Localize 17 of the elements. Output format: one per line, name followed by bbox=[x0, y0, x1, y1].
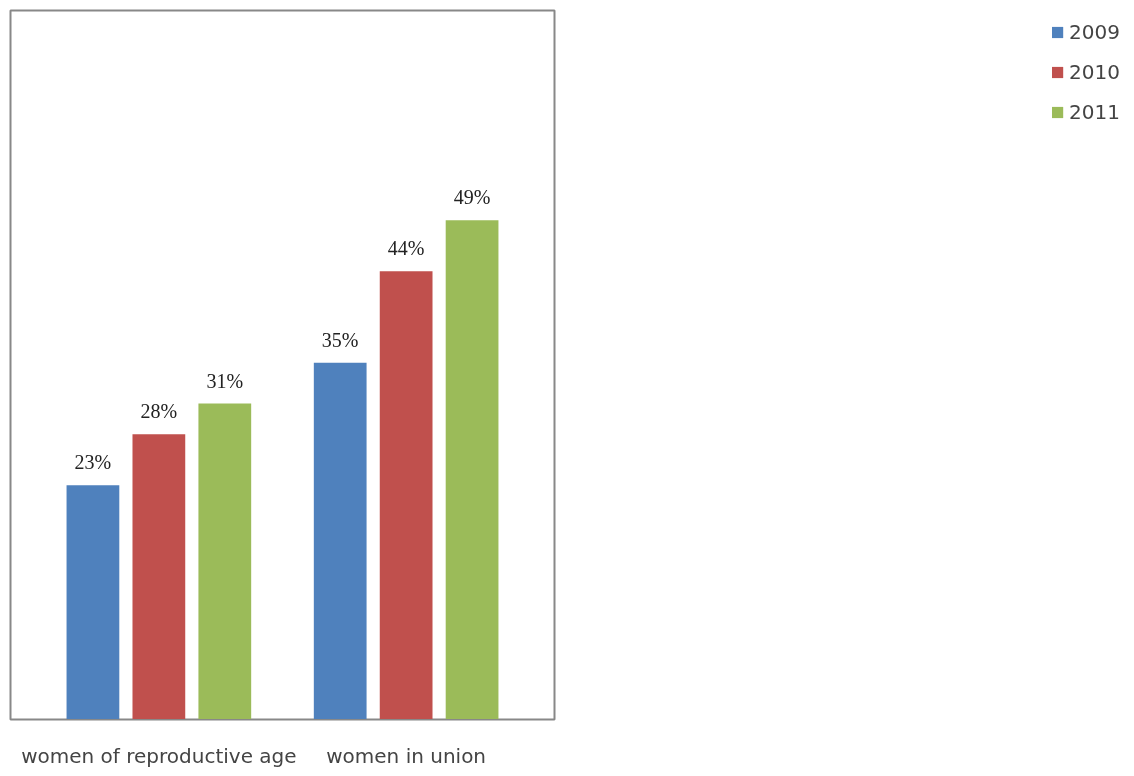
legend-label: 2011 bbox=[1069, 100, 1120, 124]
data-label: 44% bbox=[387, 237, 425, 260]
bar bbox=[66, 485, 120, 720]
bar bbox=[313, 362, 367, 720]
data-label: 31% bbox=[206, 369, 244, 392]
x-tick-label: women of reproductive age bbox=[21, 743, 297, 768]
bar bbox=[132, 434, 186, 720]
data-label: 35% bbox=[321, 328, 359, 351]
legend-label: 2009 bbox=[1069, 20, 1120, 44]
data-label: 23% bbox=[74, 451, 112, 474]
bar bbox=[379, 271, 433, 720]
data-label: 28% bbox=[140, 400, 178, 423]
legend-label: 2010 bbox=[1069, 60, 1120, 84]
x-tick-label: women in union bbox=[326, 743, 487, 768]
bar bbox=[198, 403, 252, 720]
data-label: 49% bbox=[453, 186, 491, 209]
bar bbox=[445, 220, 499, 720]
